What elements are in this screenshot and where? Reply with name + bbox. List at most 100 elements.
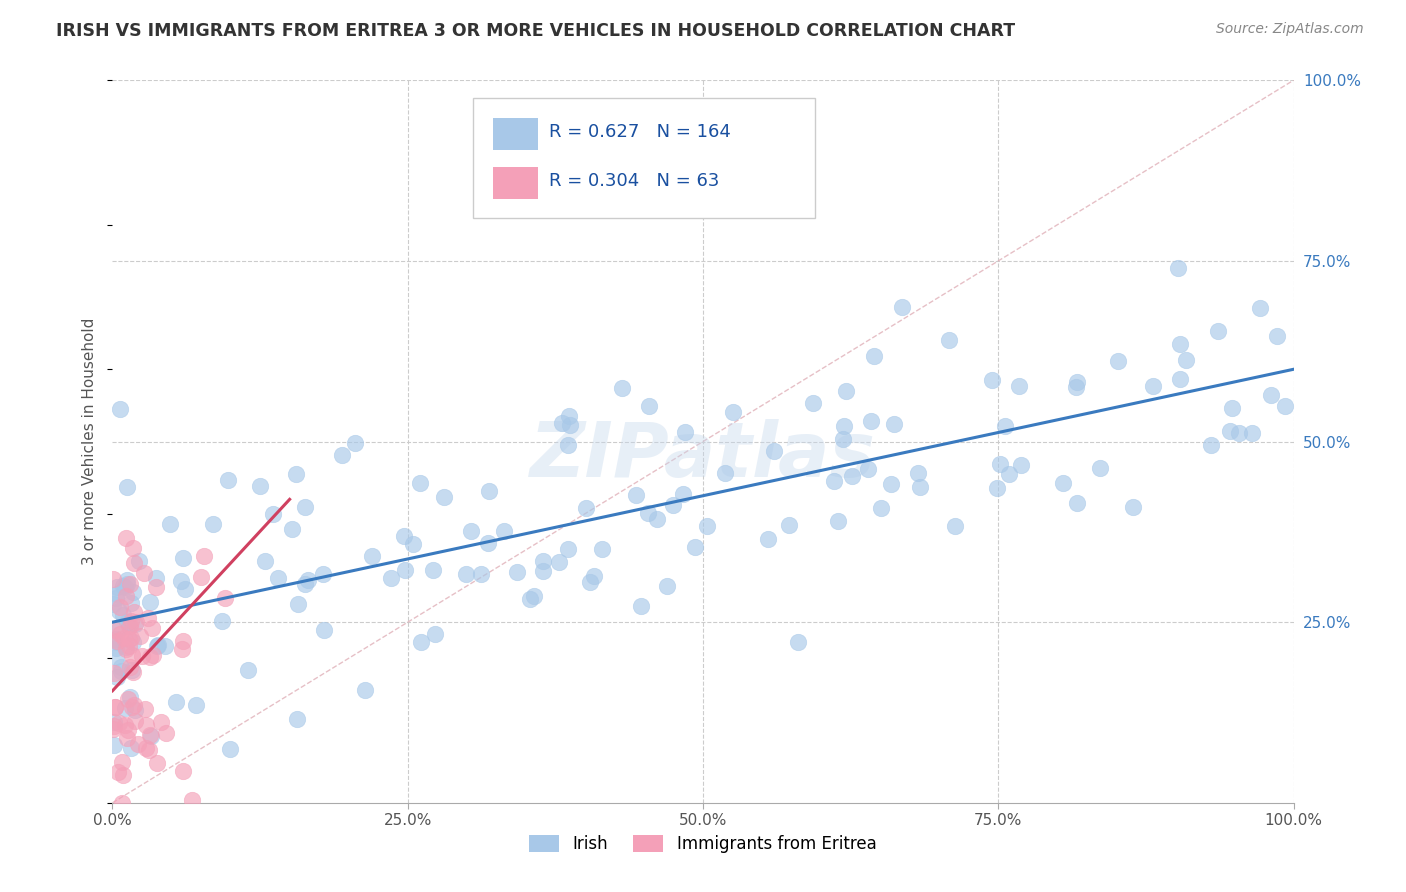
Point [1249, 301, 1271, 315]
Point [557, 409, 579, 424]
Point [1201, 438, 1223, 452]
Point [115, 640, 138, 654]
Point [117, 723, 139, 737]
Point [1175, 352, 1198, 367]
Point [146, 638, 169, 652]
Point [172, 764, 194, 778]
Point [125, 615, 148, 629]
Point [470, 567, 492, 582]
Point [112, 631, 135, 645]
Point [835, 384, 858, 398]
Point [214, 591, 236, 605]
Point [1219, 424, 1241, 438]
Point [1265, 329, 1288, 343]
Point [582, 568, 605, 582]
Point [124, 606, 146, 620]
Point [354, 683, 377, 698]
Point [115, 615, 138, 629]
Y-axis label: 3 or more Vehicles in Household: 3 or more Vehicles in Household [82, 318, 97, 566]
Point [673, 425, 696, 439]
Point [110, 665, 132, 679]
Point [108, 716, 131, 731]
Point [124, 557, 146, 571]
Point [262, 507, 284, 521]
Point [165, 695, 187, 709]
Point [986, 481, 1008, 495]
Point [101, 722, 124, 736]
Point [118, 639, 141, 653]
Point [981, 373, 1004, 387]
Point [938, 333, 960, 347]
Point [121, 634, 143, 648]
Point [683, 540, 706, 554]
Point [104, 699, 127, 714]
Point [863, 349, 886, 363]
Point [294, 577, 316, 591]
Point [139, 728, 162, 742]
Point [107, 669, 129, 683]
Point [120, 614, 142, 628]
Point [145, 571, 167, 585]
Point [153, 639, 176, 653]
Point [104, 699, 127, 714]
Point [105, 633, 128, 648]
Point [135, 741, 157, 756]
Point [118, 632, 141, 646]
Point [190, 570, 212, 584]
Point [120, 740, 142, 755]
Point [122, 585, 145, 599]
Point [136, 611, 159, 625]
Point [408, 475, 430, 490]
Point [1167, 261, 1189, 276]
Point [115, 641, 138, 656]
Point [723, 405, 745, 419]
Point [1227, 426, 1250, 441]
Point [122, 541, 145, 555]
Point [551, 416, 574, 430]
Point [492, 524, 515, 539]
Point [121, 648, 143, 662]
Point [1240, 426, 1263, 441]
Point [146, 756, 169, 770]
Text: IRISH VS IMMIGRANTS FROM ERITREA 3 OR MORE VEHICLES IN HOUSEHOLD CORRELATION CHA: IRISH VS IMMIGRANTS FROM ERITREA 3 OR MO… [56, 22, 1015, 40]
Point [505, 565, 527, 579]
Point [1052, 475, 1074, 490]
Point [117, 692, 139, 706]
Point [115, 577, 138, 591]
Point [127, 737, 149, 751]
Point [172, 641, 194, 656]
Point [637, 506, 659, 520]
Point [1066, 375, 1088, 389]
Point [108, 604, 131, 618]
Point [1142, 379, 1164, 393]
Point [1122, 500, 1144, 514]
Point [287, 597, 309, 611]
Bar [492, 167, 537, 200]
Point [120, 660, 142, 674]
Point [135, 718, 157, 732]
Point [249, 479, 271, 493]
Point [118, 619, 141, 633]
Point [217, 473, 239, 487]
Point [557, 437, 579, 451]
Point [172, 634, 194, 648]
Point [713, 467, 735, 481]
Point [557, 541, 579, 556]
Point [425, 626, 447, 640]
Point [112, 607, 135, 622]
Point [115, 731, 138, 745]
Point [477, 535, 499, 549]
Point [787, 635, 810, 649]
Point [202, 517, 225, 532]
Point [994, 418, 1017, 433]
Point [108, 402, 131, 417]
Point [104, 591, 127, 605]
Point [1206, 325, 1229, 339]
Point [1274, 399, 1296, 413]
Point [1011, 458, 1033, 472]
Point [560, 417, 582, 432]
Point [827, 514, 849, 528]
Point [114, 581, 136, 595]
Point [392, 529, 415, 543]
Point [111, 756, 134, 770]
